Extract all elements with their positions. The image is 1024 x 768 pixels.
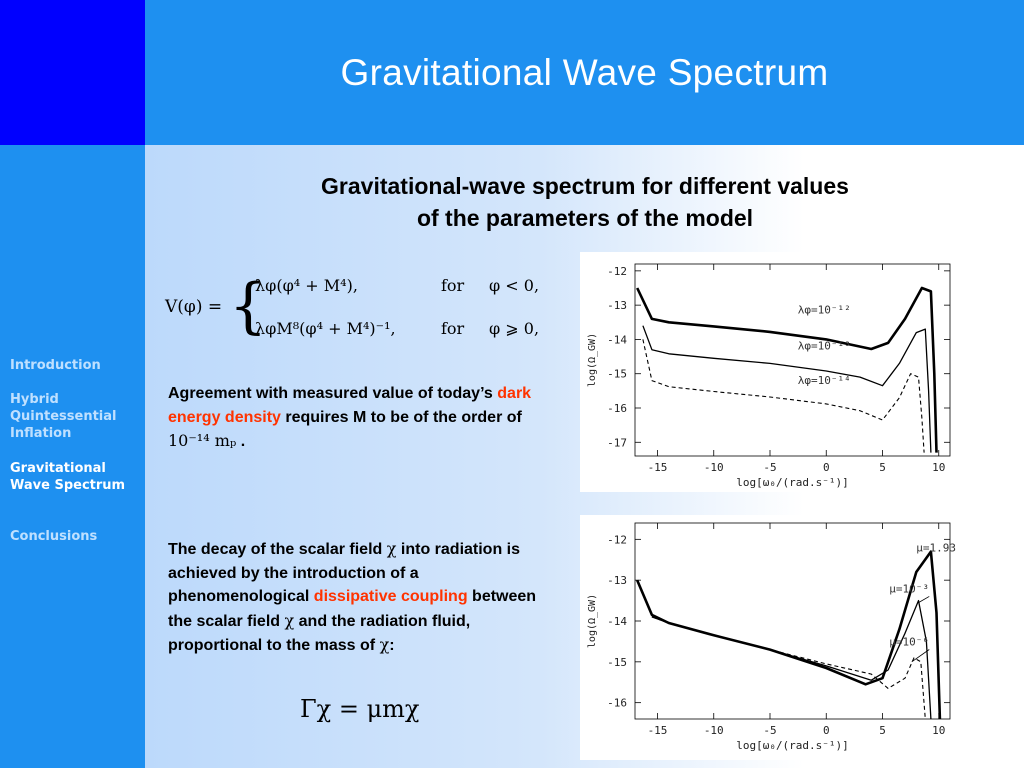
p2-chi-2: χ bbox=[284, 610, 295, 630]
y-axis-label: log(Ω_GW) bbox=[587, 594, 598, 648]
x-axis-label: log[ω₀/(rad.s⁻¹)] bbox=[736, 476, 849, 489]
formula-case2-cond: φ ⩾ 0, bbox=[489, 319, 539, 338]
spectrum-plot-mu-svg: -15 -10 -5 0 5 10 -12 -13 -14 -15 -16 log[ω₀/(rad.s… bbox=[587, 522, 956, 752]
x-tick-label: 0 bbox=[823, 461, 830, 474]
formula-case1-expr: λφ(φ⁴ + M⁴), bbox=[255, 276, 358, 295]
title-bar bbox=[145, 0, 1024, 145]
paragraph-dark-energy: Agreement with measured value of today’s… bbox=[168, 382, 558, 454]
series-label: λφ=10⁻¹² bbox=[798, 304, 851, 317]
p1-math: 10⁻¹⁴ mₚ bbox=[168, 431, 237, 450]
p1-text-1: Agreement with measured value of today’s bbox=[168, 385, 498, 402]
y-tick-label: -13 bbox=[607, 574, 627, 587]
y-tick-label: -12 bbox=[607, 265, 627, 278]
x-tick-label: 5 bbox=[879, 724, 886, 737]
y-tick-label: -15 bbox=[607, 368, 627, 381]
label-pointer bbox=[918, 596, 930, 603]
sidebar-nav bbox=[0, 145, 145, 768]
x-tick-label: -10 bbox=[704, 724, 724, 737]
formula-case2-expr: λφM⁸(φ⁴ + M⁴)⁻¹, bbox=[255, 319, 396, 338]
series-label: μ=10⁻³ bbox=[889, 582, 929, 595]
y-tick-label: -14 bbox=[607, 615, 627, 628]
x-tick-label: 10 bbox=[932, 461, 945, 474]
p2-highlight: dissipative coupling bbox=[313, 588, 468, 605]
p2-chi-1: χ bbox=[386, 539, 397, 558]
formula-case2-for: for bbox=[441, 319, 465, 338]
slide-title: Gravitational Wave Spectrum bbox=[340, 52, 829, 93]
x-tick-label: -10 bbox=[704, 461, 724, 474]
plot-frame bbox=[634, 263, 951, 457]
y-tick-label: -16 bbox=[607, 402, 627, 415]
heading-line-1: Gravitational-wave spectrum for differen… bbox=[321, 173, 849, 199]
series-line-2 bbox=[651, 616, 926, 720]
series-label: μ=1.93 bbox=[916, 542, 956, 555]
p2-text-1: The decay of the scalar field bbox=[168, 541, 387, 558]
p2-chi-3: χ bbox=[379, 635, 390, 654]
series-label: λφ=10⁻¹³ bbox=[798, 340, 851, 353]
x-tick-label: -15 bbox=[648, 461, 668, 474]
p1-highlight: dark energy density bbox=[168, 385, 532, 426]
series-line-2 bbox=[642, 339, 925, 453]
x-axis-label: log[ω₀/(rad.s⁻¹)] bbox=[736, 739, 849, 752]
y-tick-label: -14 bbox=[607, 333, 627, 346]
y-axis-label: log(Ω_GW) bbox=[587, 333, 598, 387]
formula-brace: { bbox=[229, 271, 267, 341]
series-label: μ=10⁻⁶ bbox=[889, 636, 929, 649]
gamma-formula: Γχ = μmχ bbox=[300, 695, 420, 723]
x-tick-label: -5 bbox=[763, 461, 776, 474]
formula-case1-cond: φ < 0, bbox=[489, 276, 539, 295]
series-line-1 bbox=[642, 325, 932, 453]
p2-text-3: between the scalar field bbox=[168, 588, 537, 630]
spectrum-plot-lambda: -15 -10 -5 0 5 10 -12 -13 -14 -15 -16 -17 log[ω₀/(ra… bbox=[580, 252, 960, 492]
p2-text-5: : bbox=[389, 637, 395, 654]
paragraph-dissipative: The decay of the scalar field χ into rad… bbox=[168, 537, 563, 658]
nav-item-conclusions[interactable]: Conclusions bbox=[10, 529, 98, 544]
potential-formula: V(φ) = { λφ(φ⁴ + M⁴), for φ < 0, λφM⁸(φ⁴… bbox=[164, 271, 539, 341]
p2-text-2: into radiation is achieved by the introd… bbox=[168, 541, 521, 605]
corner-block bbox=[0, 0, 145, 145]
content-heading: Gravitational-wave spectrum for differen… bbox=[240, 170, 930, 234]
label-pointer bbox=[911, 649, 930, 663]
y-tick-label: -16 bbox=[607, 697, 627, 710]
x-tick-label: 10 bbox=[932, 724, 945, 737]
p2-text-4: and the radiation fluid, proportional to… bbox=[168, 612, 471, 655]
series-label: λφ=10⁻¹⁴ bbox=[798, 374, 851, 387]
p1-text-3: . bbox=[236, 433, 246, 450]
nav-item-hybrid-quintessential-inflation[interactable]: Hybrid Quintessential Inflation bbox=[10, 392, 117, 441]
heading-line-2: of the parameters of the model bbox=[416, 205, 754, 231]
y-tick-label: -15 bbox=[607, 656, 627, 669]
x-tick-label: -5 bbox=[763, 724, 776, 737]
y-tick-label: -13 bbox=[607, 299, 627, 312]
spectrum-plot-mu: -15 -10 -5 0 5 10 -12 -13 -14 -15 -16 log[ω₀/(rad.s… bbox=[580, 515, 960, 760]
nav-item-introduction[interactable]: Introduction bbox=[10, 358, 101, 373]
p1-text-2: requires M to be of the order of bbox=[280, 408, 522, 426]
y-tick-label: -12 bbox=[607, 533, 627, 546]
x-tick-label: -15 bbox=[648, 724, 668, 737]
x-tick-label: 0 bbox=[823, 724, 830, 737]
y-tick-label: -17 bbox=[607, 436, 627, 449]
x-tick-label: 5 bbox=[879, 461, 886, 474]
series-line-0 bbox=[636, 286, 938, 453]
spectrum-plot-lambda-svg: -15 -10 -5 0 5 10 -12 -13 -14 -15 -16 -17 log[ω₀/(ra… bbox=[587, 263, 951, 489]
formula-case1-for: for bbox=[441, 276, 465, 295]
formula-lhs: V(φ) = bbox=[164, 297, 222, 317]
nav-item-gravitational-wave-spectrum[interactable]: Gravitational Wave Spectrum bbox=[10, 461, 126, 493]
